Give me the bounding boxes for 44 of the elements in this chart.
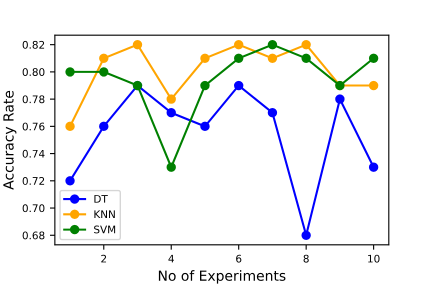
x-tick-label: 8 [304, 254, 309, 263]
point [200, 122, 210, 132]
x-tick-label: 10 [368, 254, 380, 263]
point [65, 176, 75, 186]
point [99, 122, 108, 132]
point [166, 108, 176, 118]
x-axis-title: No of Experiments [158, 270, 286, 284]
y-tick-label: 0.74 [22, 150, 45, 158]
point [132, 40, 142, 50]
point [65, 67, 75, 77]
x-tick-label: 6 [236, 254, 242, 263]
point [301, 230, 311, 240]
point [166, 94, 176, 104]
point [268, 40, 278, 50]
point [301, 40, 311, 50]
point [65, 122, 75, 132]
point [234, 80, 244, 90]
point [234, 54, 244, 63]
point [200, 80, 210, 90]
point [99, 54, 108, 63]
legend-label: SVM [94, 226, 116, 234]
x-tick-label: 2 [101, 254, 106, 262]
y-tick-label: 0.70 [22, 204, 44, 212]
point [301, 54, 311, 63]
y-tick-label: 0.72 [22, 177, 44, 185]
y-tick-label: 0.80 [22, 68, 44, 76]
y-axis-title: Accuracy Rate [3, 90, 16, 190]
point [99, 67, 108, 77]
y-tick-label: 0.68 [22, 231, 44, 240]
y-tick-label: 0.76 [22, 122, 44, 130]
point [234, 40, 244, 50]
y-tick-label: 0.82 [22, 40, 44, 49]
point [200, 54, 210, 63]
point [268, 54, 278, 63]
x-tick-label: 4 [168, 254, 174, 262]
point [166, 162, 176, 172]
point [368, 162, 378, 172]
point [268, 108, 278, 118]
point [368, 80, 378, 90]
legend-label: KNN [94, 210, 115, 218]
legend-label: DT [94, 195, 108, 203]
y-tick-label: 0.78 [22, 95, 44, 104]
point [335, 94, 345, 104]
point [368, 54, 378, 63]
